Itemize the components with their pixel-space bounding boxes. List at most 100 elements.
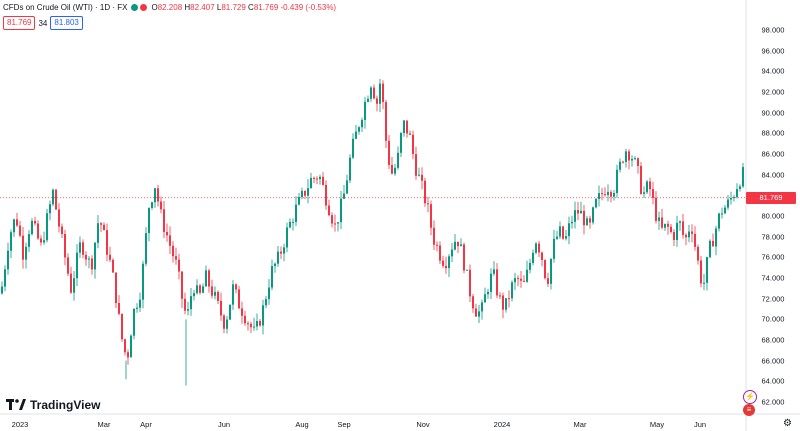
candle bbox=[25, 242, 27, 269]
candle bbox=[583, 204, 585, 235]
price-axis-tick: 92.000 bbox=[761, 87, 785, 97]
candle bbox=[268, 278, 270, 305]
sell-button[interactable]: 81.769 bbox=[3, 16, 36, 30]
candle-body bbox=[88, 258, 90, 260]
candle bbox=[28, 230, 30, 252]
price-axis-tick: 96.000 bbox=[761, 46, 785, 56]
candle-body bbox=[1, 286, 3, 294]
candle-body bbox=[739, 186, 741, 190]
buy-button[interactable]: 81.803 bbox=[50, 16, 83, 30]
candle bbox=[211, 279, 213, 299]
high-value: 82.407 bbox=[190, 3, 215, 12]
candle-body bbox=[451, 249, 453, 257]
candle bbox=[613, 190, 615, 201]
candle bbox=[496, 263, 498, 299]
open-label: O bbox=[151, 3, 158, 12]
candle-body bbox=[379, 83, 381, 104]
candle bbox=[283, 243, 285, 262]
time-axis-tick: Apr bbox=[140, 420, 152, 429]
candle bbox=[700, 255, 702, 288]
candle bbox=[730, 191, 732, 205]
candle bbox=[550, 258, 552, 290]
price-axis-tick: 72.000 bbox=[761, 294, 785, 304]
us-flag-icon[interactable]: ≡ bbox=[743, 404, 755, 416]
candle bbox=[7, 242, 9, 275]
candle bbox=[43, 231, 45, 245]
candle-body bbox=[217, 291, 219, 301]
candle bbox=[538, 240, 540, 258]
candle-body bbox=[664, 223, 666, 228]
candle bbox=[394, 163, 396, 176]
candle-body bbox=[511, 282, 513, 299]
candle bbox=[337, 222, 339, 232]
candle-body bbox=[706, 257, 708, 283]
candle-body bbox=[109, 254, 111, 260]
candle bbox=[448, 254, 450, 277]
candle bbox=[577, 201, 579, 221]
candle-body bbox=[724, 207, 726, 214]
tradingview-logo[interactable]: TradingView bbox=[6, 398, 100, 412]
candle bbox=[190, 287, 192, 316]
candle bbox=[658, 211, 660, 230]
candle bbox=[109, 246, 111, 262]
candle bbox=[517, 275, 519, 287]
candle-body bbox=[685, 234, 687, 238]
candle bbox=[415, 146, 417, 180]
price-axis-tick: 88.000 bbox=[761, 128, 785, 138]
gear-icon[interactable]: ⚙ bbox=[783, 418, 792, 429]
candle-body bbox=[397, 152, 399, 168]
candle bbox=[391, 156, 393, 175]
candle bbox=[691, 224, 693, 243]
candle bbox=[31, 218, 33, 236]
candle bbox=[235, 283, 237, 294]
candle-body bbox=[703, 282, 705, 284]
candle-body bbox=[319, 176, 321, 180]
time-axis-tick: 2024 bbox=[493, 420, 511, 429]
candle bbox=[484, 287, 486, 303]
candle bbox=[451, 242, 453, 263]
symbol-title[interactable]: CFDs on Crude Oil (WTI) · 1D · FX bbox=[3, 3, 128, 12]
lightning-icon[interactable]: ⚡ bbox=[743, 390, 757, 404]
candle bbox=[601, 188, 603, 201]
candle-body bbox=[292, 221, 294, 223]
candle-body bbox=[694, 233, 696, 247]
candle-body bbox=[376, 98, 378, 104]
candle bbox=[49, 200, 51, 221]
candle bbox=[625, 148, 627, 168]
candle bbox=[499, 292, 501, 300]
price-axis-tick: 62.000 bbox=[761, 397, 785, 407]
candle-body bbox=[613, 193, 615, 197]
candle bbox=[64, 229, 66, 266]
candle-body bbox=[298, 197, 300, 205]
candle bbox=[187, 301, 189, 316]
candle bbox=[643, 186, 645, 198]
candle-body bbox=[454, 241, 456, 250]
candle-body bbox=[364, 101, 366, 120]
candle bbox=[571, 215, 573, 229]
candle-body bbox=[721, 213, 723, 215]
candle bbox=[733, 194, 735, 202]
candle bbox=[610, 190, 612, 203]
candle bbox=[466, 269, 468, 271]
candle bbox=[352, 133, 354, 159]
candle-body bbox=[649, 181, 651, 190]
candle-body bbox=[34, 220, 36, 224]
candle bbox=[397, 146, 399, 170]
candle-body bbox=[481, 302, 483, 312]
candle-body bbox=[574, 210, 576, 222]
candle-body bbox=[352, 138, 354, 158]
candle-body bbox=[643, 192, 645, 194]
candle-body bbox=[187, 309, 189, 311]
candle-body bbox=[427, 203, 429, 205]
candle bbox=[280, 246, 282, 259]
candle bbox=[469, 264, 471, 302]
candle bbox=[694, 226, 696, 251]
candle bbox=[271, 259, 273, 291]
candle bbox=[37, 220, 39, 240]
data-status-icon bbox=[140, 4, 148, 11]
candle bbox=[697, 244, 699, 265]
candle-body bbox=[46, 213, 48, 241]
candle-body bbox=[658, 217, 660, 221]
